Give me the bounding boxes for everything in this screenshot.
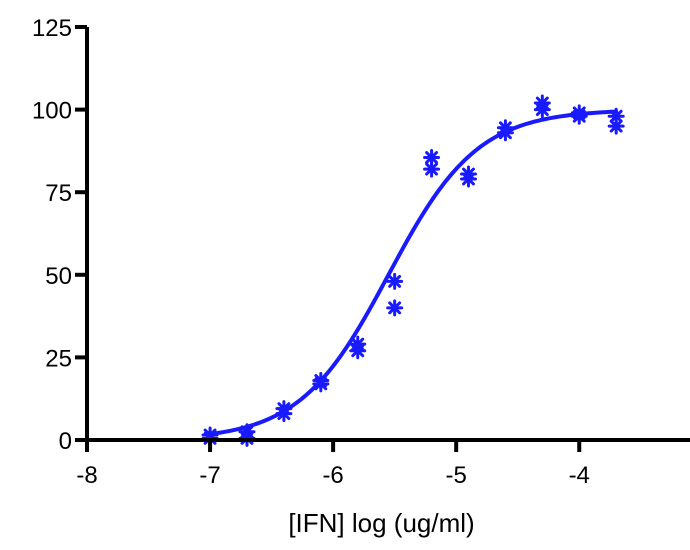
data-point bbox=[459, 165, 477, 183]
data-point bbox=[607, 107, 625, 125]
y-tick-label: 125 bbox=[32, 15, 72, 42]
y-tick-label: 25 bbox=[45, 345, 72, 372]
data-point bbox=[533, 94, 551, 112]
x-tick-label: -7 bbox=[199, 462, 220, 489]
x-tick-label: -8 bbox=[76, 462, 97, 489]
data-point bbox=[312, 372, 330, 390]
data-point bbox=[386, 299, 404, 317]
x-tick-label: -5 bbox=[446, 462, 467, 489]
y-tick-label: 0 bbox=[59, 428, 72, 455]
data-point bbox=[349, 335, 367, 353]
x-axis-title: [IFN] log (ug/ml) bbox=[288, 508, 474, 538]
data-point bbox=[570, 104, 588, 122]
data-point bbox=[386, 272, 404, 290]
plot-area bbox=[201, 94, 625, 447]
x-tick-label: -6 bbox=[322, 462, 343, 489]
x-tick-label: -4 bbox=[569, 462, 590, 489]
data-point bbox=[423, 149, 441, 167]
data-point bbox=[607, 117, 625, 135]
data-point bbox=[423, 160, 441, 178]
data-point bbox=[275, 400, 293, 418]
y-tick-label: 75 bbox=[45, 180, 72, 207]
y-tick-label: 50 bbox=[45, 263, 72, 290]
data-point bbox=[496, 119, 514, 137]
x-ticks: -8 -7 -6 -5 -4 bbox=[76, 440, 590, 489]
data-points bbox=[201, 94, 625, 447]
fit-curve bbox=[208, 109, 619, 437]
y-tick-label: 100 bbox=[32, 98, 72, 125]
y-ticks: 0 25 50 75 100 125 bbox=[32, 15, 87, 455]
data-point bbox=[238, 423, 256, 441]
axes: 0 25 50 75 100 125 -8 -7 -6 -5 -4 bbox=[32, 15, 690, 489]
